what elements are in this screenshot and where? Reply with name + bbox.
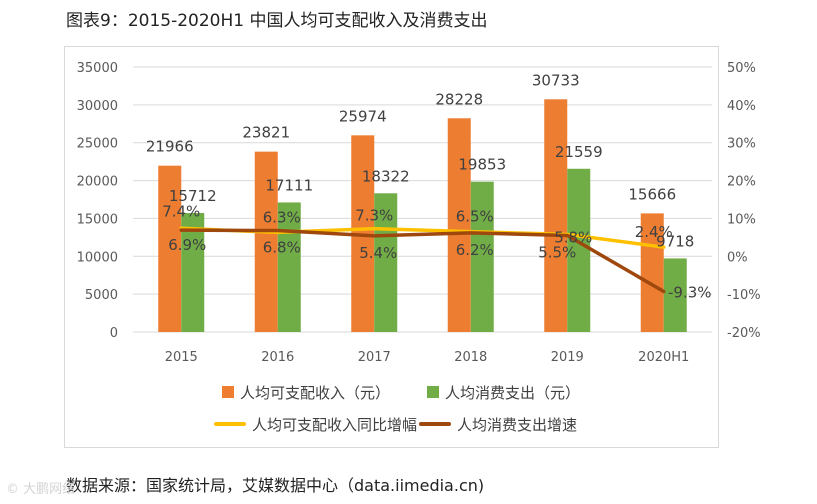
legend-label: 人均消费支出（元）: [445, 384, 580, 402]
income-growth-data-label: 7.4%: [162, 202, 200, 220]
consumption-data-label: 9718: [656, 232, 694, 250]
legend-label: 人均可支配收入同比增幅: [252, 416, 417, 434]
income-data-label: 21966: [146, 138, 194, 156]
consumption-growth-data-label: 5.4%: [359, 244, 397, 262]
consumption-growth-data-label: 6.2%: [456, 241, 494, 259]
consumption-data-label: 15712: [169, 187, 217, 205]
x-axis-tick-label: 2017: [358, 350, 391, 365]
y-axis-tick-label: 10000: [77, 250, 118, 265]
legend-label: 人均可支配收入（元）: [240, 384, 390, 402]
consumption-data-label: 19853: [458, 156, 506, 174]
y2-axis-tick-label: 40%: [727, 99, 756, 114]
y-axis-tick-label: 35000: [77, 61, 118, 76]
consumption-growth-data-label: 6.9%: [168, 236, 206, 254]
y-axis-tick-label: 30000: [77, 99, 118, 114]
income-growth-data-label: 7.3%: [355, 207, 393, 225]
income-growth-data-label: 5.8%: [554, 228, 592, 246]
y2-axis-tick-label: 30%: [727, 137, 756, 152]
legend-swatch: [427, 386, 439, 398]
y2-axis-tick-label: -10%: [727, 288, 761, 303]
income-growth-data-label: 6.5%: [456, 208, 494, 226]
watermark-text: © 大鹏网络: [6, 482, 76, 497]
bar-consumption: [470, 181, 494, 332]
bar-consumption: [567, 168, 591, 332]
bar-income: [447, 118, 471, 332]
consumption-data-label: 21559: [555, 143, 603, 161]
bar-income: [158, 165, 182, 332]
bar-income: [544, 99, 568, 333]
income-data-label: 25974: [339, 107, 387, 125]
consumption-growth-data-label: 5.5%: [538, 243, 576, 261]
y2-axis-tick-label: 10%: [727, 212, 756, 227]
y-axis-tick-label: 25000: [77, 137, 118, 152]
y-axis-tick-label: 15000: [77, 212, 118, 227]
income-growth-data-label: 2.4%: [635, 223, 673, 241]
consumption-growth-line: [179, 228, 666, 294]
legend-swatch: [222, 386, 234, 398]
y2-axis-tick-label: 20%: [727, 175, 756, 190]
consumption-growth-data-label: 6.8%: [263, 239, 301, 257]
bar-consumption: [277, 202, 301, 332]
income-data-label: 23821: [242, 124, 290, 142]
consumption-data-label: 17111: [265, 176, 313, 194]
legend-label: 人均消费支出增速: [457, 416, 577, 434]
bar-consumption: [663, 258, 687, 332]
y2-axis-tick-label: -20%: [727, 326, 761, 341]
x-axis-tick-label: 2015: [165, 350, 198, 365]
income-data-label: 28228: [435, 90, 483, 108]
bar-consumption: [181, 213, 205, 332]
x-axis-tick-label: 2018: [454, 350, 487, 365]
bar-income: [254, 151, 278, 332]
x-axis-tick-label: 2016: [261, 350, 294, 365]
source-note: 数据来源：国家统计局，艾媒数据中心（data.iimedia.cn): [66, 476, 485, 495]
income-data-label: 30733: [532, 71, 580, 89]
y-axis-tick-label: 5000: [85, 288, 118, 303]
income-growth-data-label: 6.3%: [263, 208, 301, 226]
x-axis-tick-label: 2020H1: [638, 350, 689, 365]
y2-axis-tick-label: 0%: [727, 250, 748, 265]
consumption-growth-data-label: -9.3%: [668, 283, 712, 301]
income-data-label: 15666: [628, 185, 676, 203]
y-axis-tick-label: 0: [110, 326, 118, 341]
bar-income: [640, 213, 664, 332]
x-axis-tick-label: 2019: [551, 350, 584, 365]
chart-title: 图表9：2015-2020H1 中国人均可支配收入及消费支出: [66, 11, 488, 31]
consumption-data-label: 18322: [362, 167, 410, 185]
chart-frame: [64, 46, 719, 448]
y2-axis-tick-label: 50%: [727, 61, 756, 76]
y-axis-tick-label: 20000: [77, 175, 118, 190]
